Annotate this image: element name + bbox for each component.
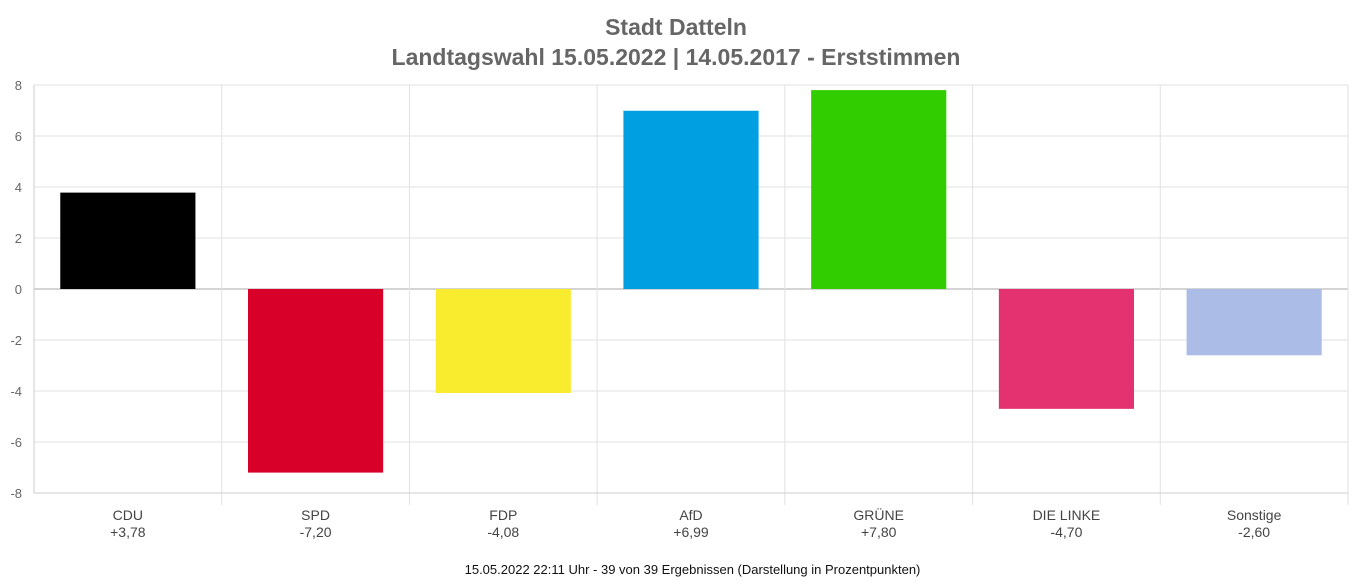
y-tick-label: 2 [15,231,22,246]
y-tick-label: 6 [15,129,22,144]
chart-title-line-1: Stadt Datteln [605,14,747,40]
x-category-label: CDU [113,507,143,523]
bar [1186,289,1322,356]
bar-value-label: -4,08 [487,524,519,540]
y-tick-label: 0 [15,282,22,297]
y-tick-label: -8 [10,486,22,501]
chart-footer-note: 15.05.2022 22:11 Uhr - 39 von 39 Ergebni… [464,562,921,577]
x-category-label: Sonstige [1227,507,1282,523]
x-category-label: DIE LINKE [1033,507,1101,523]
bar [60,192,196,289]
bar [623,110,759,289]
x-category-label: SPD [301,507,330,523]
bar-value-label: -2,60 [1238,524,1270,540]
bar [247,289,384,473]
bar [998,289,1135,409]
y-tick-label: -6 [10,435,22,450]
y-tick-label: 8 [15,78,22,93]
x-category-label: FDP [489,507,517,523]
bar-value-label: -4,70 [1050,524,1082,540]
y-tick-label: -4 [10,384,22,399]
y-tick-label: 4 [15,180,22,195]
x-category-label: GRÜNE [853,506,904,523]
bar-value-label: -7,20 [300,524,332,540]
bar-value-label: +3,78 [110,524,146,540]
chart-title-line-2: Landtagswahl 15.05.2022 | 14.05.2017 - E… [391,44,961,70]
bar-value-label: +6,99 [673,524,709,540]
y-tick-label: -2 [10,333,22,348]
x-category-label: AfD [679,507,702,523]
bar [435,289,571,394]
bar [811,90,947,289]
bar-value-label: +7,80 [861,524,897,540]
